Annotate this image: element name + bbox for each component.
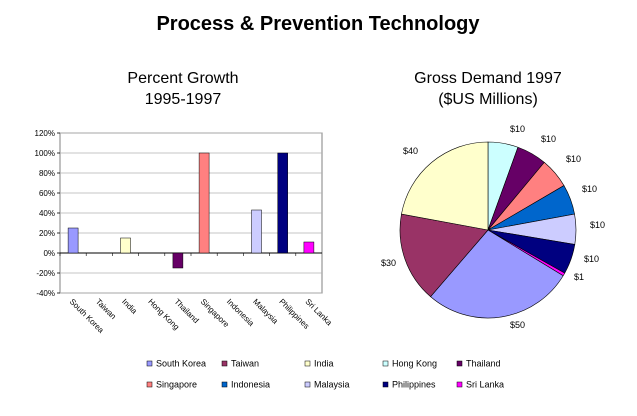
pie-value-label: $30 (381, 258, 396, 268)
legend-label: Singapore (156, 380, 197, 390)
bar-category-label: India (120, 297, 139, 316)
legend-swatch (221, 381, 228, 388)
legend-swatch (382, 360, 389, 367)
legend-label: Taiwan (231, 359, 259, 369)
legend-swatch (456, 381, 463, 388)
legend: South Korea Taiwan India Hong Kong Thailand S… (146, 359, 504, 390)
bar-y-tick-label: 0% (43, 249, 55, 258)
pie-value-label: $10 (566, 154, 581, 164)
bar-y-tick-label: 120% (35, 129, 55, 138)
bar-y-tick-label: 80% (39, 169, 55, 178)
bar-chart-title-line-2: 1995-1997 (145, 91, 222, 108)
bar-y-tick-label: -40% (36, 289, 55, 298)
bar-malaysia (251, 209, 262, 254)
bar-sri-lanka (303, 241, 315, 254)
pie-value-label: $50 (510, 320, 525, 330)
bar-chart: -40%-20%0%20%40%60%80%100%120%South Kore… (35, 129, 335, 335)
main-title: Process & Prevention Technology (156, 13, 480, 35)
legend-label: Hong Kong (392, 359, 437, 369)
pie-value-label: $10 (590, 220, 605, 230)
legend-swatch (221, 360, 228, 367)
pie-value-label: $1 (574, 272, 584, 282)
pie-slice-south-korea (430, 229, 564, 319)
pie-chart: $10$10$10$10$10$10$1$50$30$40 (381, 124, 605, 330)
legend-label: South Korea (156, 359, 206, 369)
legend-label: Philippines (392, 380, 436, 390)
legend-swatch (146, 381, 153, 388)
bar-philippines (277, 152, 288, 254)
legend-swatch (146, 360, 153, 367)
pie-slice-india (401, 141, 489, 231)
bar-y-tick-label: 40% (39, 209, 55, 218)
legend-swatch (456, 360, 463, 367)
bar-south-korea (67, 227, 79, 254)
bar-y-tick-label: -20% (36, 269, 55, 278)
pie-value-label: $40 (403, 146, 418, 156)
legend-label: India (314, 359, 334, 369)
bar-singapore (198, 152, 210, 254)
legend-label: Thailand (466, 359, 501, 369)
bar-india (120, 237, 131, 254)
pie-chart-title-line-1: Gross Demand 1997 (414, 70, 562, 87)
bar-chart-title-line-1: Percent Growth (127, 70, 238, 87)
bar-category-label: Taiwan (94, 297, 118, 321)
pie-chart-title-line-2: ($US Millions) (438, 91, 538, 108)
bar-y-tick-label: 100% (35, 149, 55, 158)
pie-value-label: $10 (541, 134, 556, 144)
pie-value-label: $10 (584, 254, 599, 264)
bar-thailand (172, 252, 184, 269)
bar-y-tick-label: 60% (39, 189, 55, 198)
pie-value-label: $10 (582, 184, 597, 194)
legend-label: Indonesia (231, 380, 270, 390)
pie-slice-taiwan (399, 213, 489, 298)
legend-swatch (382, 381, 389, 388)
legend-swatch (304, 360, 311, 367)
legend-label: Malaysia (314, 380, 350, 390)
bar-y-tick-label: 20% (39, 229, 55, 238)
legend-swatch (304, 381, 311, 388)
pie-value-label: $10 (510, 124, 525, 134)
legend-label: Sri Lanka (466, 380, 504, 390)
